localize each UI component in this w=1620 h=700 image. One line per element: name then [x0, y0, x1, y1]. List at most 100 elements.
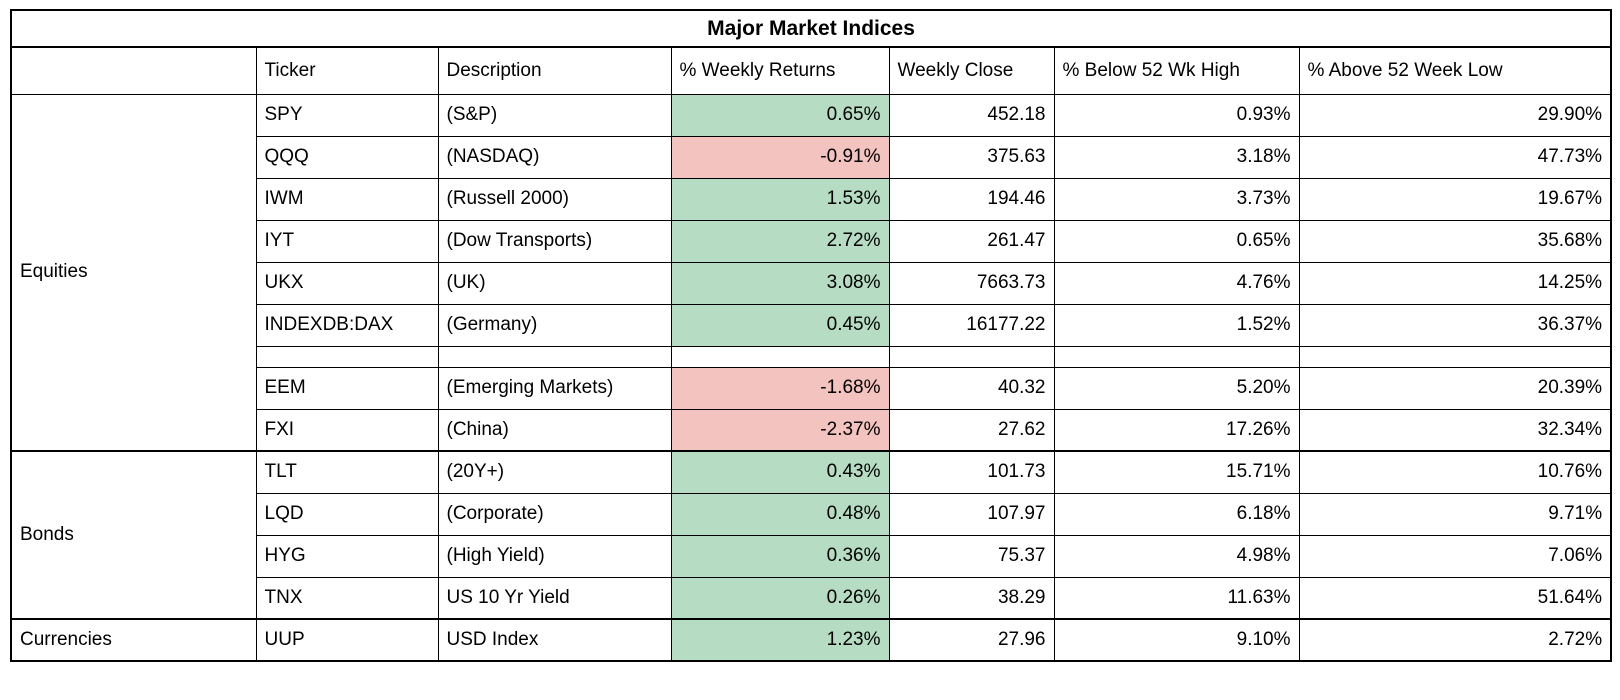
weekly-close-cell: 27.62 — [888, 408, 1055, 452]
weekly-close-cell: 101.73 — [888, 450, 1055, 494]
spacer-cell — [888, 345, 1055, 368]
table-header-row: Ticker Description % Weekly Returns Week… — [10, 46, 1612, 95]
weekly-close-cell: 375.63 — [888, 135, 1055, 179]
spacer-cell — [255, 345, 439, 368]
weekly-close-cell: 452.18 — [888, 93, 1055, 137]
below-high-cell: 6.18% — [1053, 492, 1300, 536]
table-row-qqq: QQQ (NASDAQ) -0.91% 375.63 3.18% 47.73% — [11, 135, 1612, 179]
below-high-cell: 5.20% — [1053, 366, 1300, 410]
ticker-cell: INDEXDB:DAX — [255, 303, 439, 347]
ticker-cell: HYG — [255, 534, 439, 578]
spacer-cell — [437, 345, 672, 368]
description-cell: (Germany) — [437, 303, 672, 347]
column-header-ticker: Ticker — [255, 46, 439, 95]
below-high-cell: 3.18% — [1053, 135, 1300, 179]
table-row-hyg: HYG (High Yield) 0.36% 75.37 4.98% 7.06% — [11, 534, 1612, 578]
column-header-description: Description — [437, 46, 672, 95]
weekly-return-cell: 0.48% — [670, 492, 890, 536]
weekly-close-cell: 261.47 — [888, 219, 1055, 263]
spacer-cell — [1298, 345, 1612, 368]
ticker-cell: UKX — [255, 261, 439, 305]
description-cell: (Russell 2000) — [437, 177, 672, 221]
weekly-return-cell: -2.37% — [670, 408, 890, 452]
description-cell: (NASDAQ) — [437, 135, 672, 179]
ticker-cell: LQD — [255, 492, 439, 536]
ticker-cell: EEM — [255, 366, 439, 410]
weekly-return-cell: 2.72% — [670, 219, 890, 263]
spacer-cell — [1053, 345, 1300, 368]
weekly-close-cell: 7663.73 — [888, 261, 1055, 305]
above-low-cell: 14.25% — [1298, 261, 1612, 305]
column-header-weekly-close: Weekly Close — [888, 46, 1055, 95]
weekly-return-cell: 1.23% — [670, 618, 890, 662]
below-high-cell: 0.65% — [1053, 219, 1300, 263]
ticker-cell: TNX — [255, 576, 439, 620]
weekly-close-cell: 16177.22 — [888, 303, 1055, 347]
weekly-return-cell: 0.65% — [670, 93, 890, 137]
table-row-iwm: IWM (Russell 2000) 1.53% 194.46 3.73% 19… — [11, 177, 1612, 221]
below-high-cell: 4.76% — [1053, 261, 1300, 305]
table-row-uup: Currencies UUP USD Index 1.23% 27.96 9.1… — [10, 618, 1612, 662]
column-header-above-52wk-low: % Above 52 Week Low — [1298, 46, 1612, 95]
table-title-row: Major Market Indices — [10, 9, 1612, 48]
group-label-equities: Equities — [10, 93, 257, 452]
weekly-close-cell: 107.97 — [888, 492, 1055, 536]
below-high-cell: 9.10% — [1053, 618, 1300, 662]
above-low-cell: 51.64% — [1298, 576, 1612, 620]
weekly-close-cell: 38.29 — [888, 576, 1055, 620]
table-row-eem: EEM (Emerging Markets) -1.68% 40.32 5.20… — [11, 366, 1612, 410]
weekly-return-cell: 0.45% — [670, 303, 890, 347]
table-row-spy: Equities SPY (S&P) 0.65% 452.18 0.93% 29… — [10, 93, 1612, 452]
market-indices-table: Major Market Indices Ticker Description … — [10, 9, 1613, 662]
description-cell: (Corporate) — [437, 492, 672, 536]
below-high-cell: 1.52% — [1053, 303, 1300, 347]
ticker-cell: IYT — [255, 219, 439, 263]
table-row-iyt: IYT (Dow Transports) 2.72% 261.47 0.65% … — [11, 219, 1612, 263]
table-row-ukx: UKX (UK) 3.08% 7663.73 4.76% 14.25% — [11, 261, 1612, 305]
above-low-cell: 20.39% — [1298, 366, 1612, 410]
above-low-cell: 29.90% — [1298, 93, 1612, 137]
above-low-cell: 35.68% — [1298, 219, 1612, 263]
below-high-cell: 4.98% — [1053, 534, 1300, 578]
description-cell: (Emerging Markets) — [437, 366, 672, 410]
column-header-below-52wk-high: % Below 52 Wk High — [1053, 46, 1300, 95]
description-cell: US 10 Yr Yield — [437, 576, 672, 620]
above-low-cell: 32.34% — [1298, 408, 1612, 452]
group-label-bonds: Bonds — [10, 450, 257, 620]
ticker-cell: UUP — [255, 618, 439, 662]
description-cell: (UK) — [437, 261, 672, 305]
spacer-cell — [670, 345, 890, 368]
category-header-cell — [10, 46, 257, 95]
above-low-cell: 9.71% — [1298, 492, 1612, 536]
weekly-return-cell: -1.68% — [670, 366, 890, 410]
weekly-return-cell: 0.26% — [670, 576, 890, 620]
above-low-cell: 10.76% — [1298, 450, 1612, 494]
description-cell: (S&P) — [437, 93, 672, 137]
ticker-cell: QQQ — [255, 135, 439, 179]
weekly-close-cell: 75.37 — [888, 534, 1055, 578]
weekly-return-cell: 0.36% — [670, 534, 890, 578]
weekly-return-cell: -0.91% — [670, 135, 890, 179]
below-high-cell: 11.63% — [1053, 576, 1300, 620]
group-label-currencies: Currencies — [10, 618, 257, 662]
description-cell: (China) — [437, 408, 672, 452]
weekly-return-cell: 0.43% — [670, 450, 890, 494]
above-low-cell: 2.72% — [1298, 618, 1612, 662]
description-cell: USD Index — [437, 618, 672, 662]
weekly-close-cell: 40.32 — [888, 366, 1055, 410]
below-high-cell: 0.93% — [1053, 93, 1300, 137]
ticker-cell: IWM — [255, 177, 439, 221]
ticker-cell: FXI — [255, 408, 439, 452]
above-low-cell: 19.67% — [1298, 177, 1612, 221]
above-low-cell: 7.06% — [1298, 534, 1612, 578]
description-cell: (20Y+) — [437, 450, 672, 494]
below-high-cell: 15.71% — [1053, 450, 1300, 494]
weekly-close-cell: 27.96 — [888, 618, 1055, 662]
weekly-close-cell: 194.46 — [888, 177, 1055, 221]
below-high-cell: 17.26% — [1053, 408, 1300, 452]
column-header-weekly-returns: % Weekly Returns — [670, 46, 890, 95]
ticker-cell: TLT — [255, 450, 439, 494]
below-high-cell: 3.73% — [1053, 177, 1300, 221]
table-row-lqd: LQD (Corporate) 0.48% 107.97 6.18% 9.71% — [11, 492, 1612, 536]
weekly-return-cell: 1.53% — [670, 177, 890, 221]
